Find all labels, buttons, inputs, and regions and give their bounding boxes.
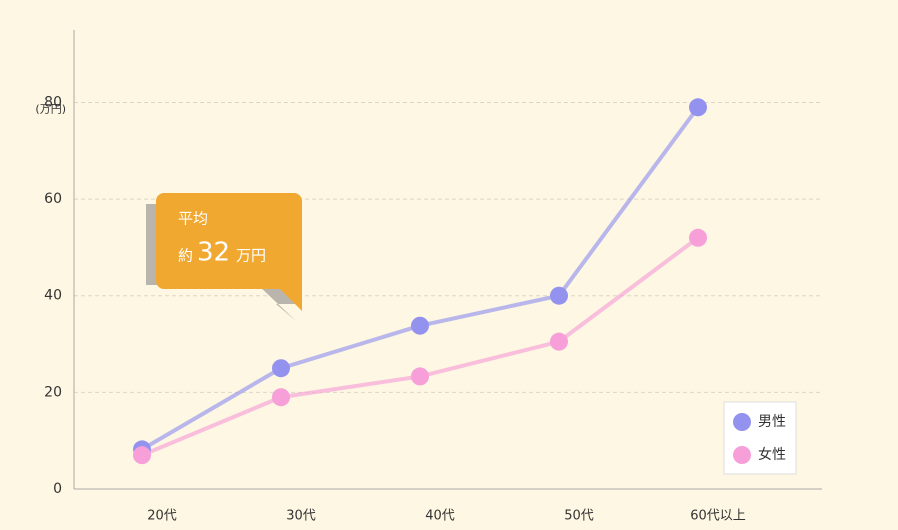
legend-label: 女性 bbox=[758, 446, 786, 463]
callout-prefix: 約 bbox=[178, 247, 193, 265]
y-tick-label: 60 bbox=[44, 191, 62, 207]
data-point bbox=[689, 98, 707, 117]
data-point bbox=[411, 367, 429, 386]
data-point bbox=[133, 446, 151, 465]
legend-marker bbox=[733, 446, 751, 464]
data-point bbox=[272, 388, 290, 407]
x-tick-label: 50代 bbox=[564, 509, 594, 524]
legend-label: 男性 bbox=[758, 414, 786, 430]
callout-value: 32 bbox=[197, 238, 230, 268]
data-point bbox=[272, 359, 290, 378]
data-point bbox=[689, 228, 707, 247]
data-point bbox=[411, 316, 429, 335]
callout: 平均 約 32 万円 bbox=[146, 193, 302, 321]
data-point bbox=[550, 286, 568, 305]
x-tick-label: 20代 bbox=[147, 509, 177, 524]
y-tick-label: 80 bbox=[44, 94, 62, 110]
legend-box bbox=[723, 401, 797, 475]
data-point bbox=[550, 332, 568, 351]
y-tick-label: 0 bbox=[53, 481, 62, 497]
y-unit: (万円) bbox=[35, 102, 66, 115]
y-tick-label: 20 bbox=[44, 384, 62, 400]
y-tick-label: 40 bbox=[44, 288, 62, 304]
x-tick-label: 60代以上 bbox=[690, 509, 746, 524]
x-tick-label: 40代 bbox=[425, 509, 455, 524]
callout-box bbox=[156, 193, 302, 311]
callout-title: 平均 bbox=[178, 210, 208, 228]
legend-marker bbox=[733, 413, 751, 431]
x-tick-label: 30代 bbox=[286, 509, 316, 524]
callout-unit: 万円 bbox=[236, 247, 266, 265]
